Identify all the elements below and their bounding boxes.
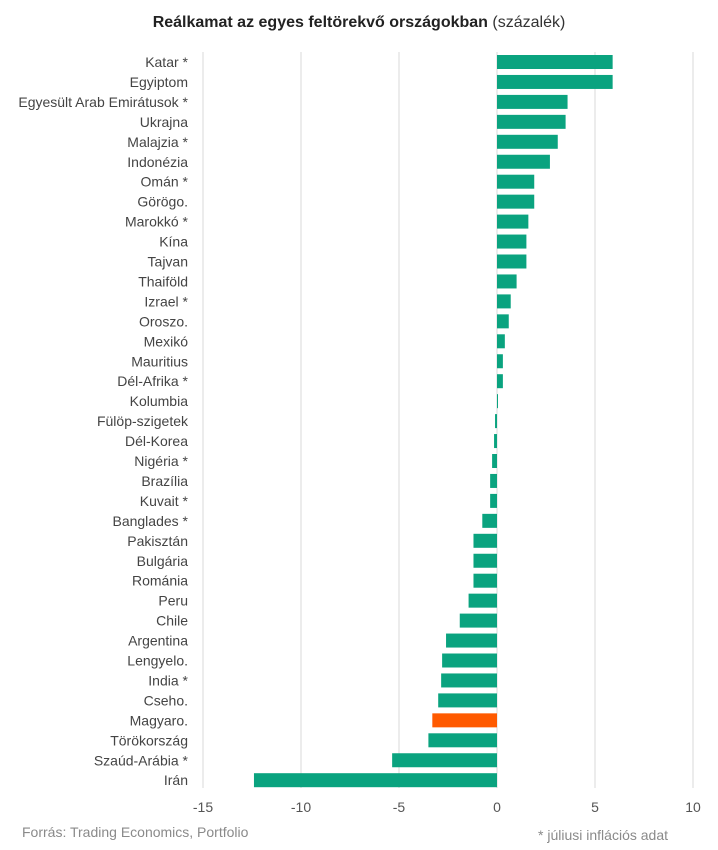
bar (497, 394, 498, 409)
bar (473, 553, 497, 568)
bar (473, 573, 497, 588)
x-tick-label: -15 (193, 799, 213, 815)
bar (497, 94, 568, 109)
bar (497, 374, 503, 389)
category-labels: Katar * Egyiptom Egyesült Arab Emirátusok … (18, 54, 189, 788)
bar (492, 454, 497, 468)
bar (497, 194, 535, 209)
bar (497, 314, 509, 329)
bar (497, 174, 535, 189)
bar (497, 234, 527, 249)
bar (490, 473, 497, 488)
bar (482, 513, 497, 528)
category-label: Nigéria * (134, 453, 188, 469)
bar (497, 254, 527, 269)
grid-lines (202, 52, 694, 788)
category-label: Kína (159, 234, 188, 250)
bar (468, 593, 497, 608)
category-label: Egyesült Arab Emirátusok * (18, 94, 188, 110)
category-label: Mexikó (144, 333, 189, 349)
category-label: Bulgária (137, 553, 189, 569)
category-label: Katar * (145, 54, 188, 70)
bar (441, 673, 497, 688)
category-label: Izrael * (144, 293, 188, 309)
bar (473, 533, 497, 548)
category-label: Szaúd-Arábia * (94, 752, 189, 768)
category-label: Kuvait * (140, 493, 189, 509)
bar (432, 713, 497, 728)
category-label: Lengyelo. (127, 653, 188, 669)
category-label: Cseho. (144, 692, 188, 708)
bar (494, 434, 497, 449)
x-tick-label: -5 (393, 799, 406, 815)
bar (459, 613, 497, 628)
category-label: India * (148, 672, 188, 688)
source-note: Forrás: Trading Economics, Portfolio (22, 824, 249, 840)
category-label: Banglades * (112, 513, 188, 529)
category-label: Egyiptom (130, 74, 188, 90)
bar (497, 354, 503, 369)
bar (428, 733, 497, 748)
category-label: Pakisztán (127, 533, 188, 549)
category-label: Marokkó * (125, 214, 189, 230)
bar (497, 114, 566, 129)
bar (446, 633, 497, 648)
bar (442, 653, 497, 668)
chart-title-unit: (százalék) (492, 14, 566, 31)
bar (497, 74, 613, 89)
bar (497, 154, 550, 169)
category-label: Omán * (141, 174, 189, 190)
category-label: Ukrajna (140, 114, 188, 130)
x-tick-label: 10 (685, 799, 701, 815)
category-label: Dél-Korea (125, 433, 188, 449)
bar (497, 55, 613, 69)
bar (497, 214, 529, 229)
category-label: Tajvan (148, 254, 188, 270)
bar (490, 493, 497, 508)
category-label: Brazília (141, 473, 188, 489)
category-label: Peru (158, 593, 188, 609)
bar (497, 294, 511, 309)
category-label: Oroszo. (139, 313, 188, 329)
category-label: Malajzia * (127, 134, 188, 150)
bar (495, 414, 497, 429)
bar (392, 753, 497, 768)
chart-title-main: Reálkamat az egyes feltörekvő országokba… (152, 14, 488, 31)
category-label: Kolumbia (130, 393, 189, 409)
bar (497, 134, 558, 149)
category-label: Románia (132, 573, 188, 589)
category-label: Chile (156, 613, 188, 629)
category-label: Irán (164, 772, 188, 788)
footnote: * júliusi inflációs adat (538, 827, 668, 843)
x-tick-label: 0 (493, 799, 501, 815)
bar (438, 693, 497, 708)
bar (497, 274, 517, 289)
category-label: Argentina (128, 633, 188, 649)
x-axis-ticks: -15 -10 -5 0 5 10 (193, 799, 701, 815)
category-label: Magyaro. (130, 712, 188, 728)
category-label: Dél-Afrika * (117, 373, 188, 389)
bar (497, 334, 505, 349)
x-tick-label: 5 (591, 799, 599, 815)
bars (253, 55, 613, 788)
bar (253, 773, 497, 788)
category-label: Görögo. (137, 194, 188, 210)
category-label: Thaiföld (138, 273, 188, 289)
category-label: Mauritius (131, 353, 188, 369)
category-label: Törökország (110, 732, 188, 748)
category-label: Indonézia (127, 154, 188, 170)
category-label: Fülöp-szigetek (97, 413, 189, 429)
x-tick-label: -10 (291, 799, 311, 815)
chart-title: Reálkamat az egyes feltörekvő országokba… (0, 14, 718, 32)
